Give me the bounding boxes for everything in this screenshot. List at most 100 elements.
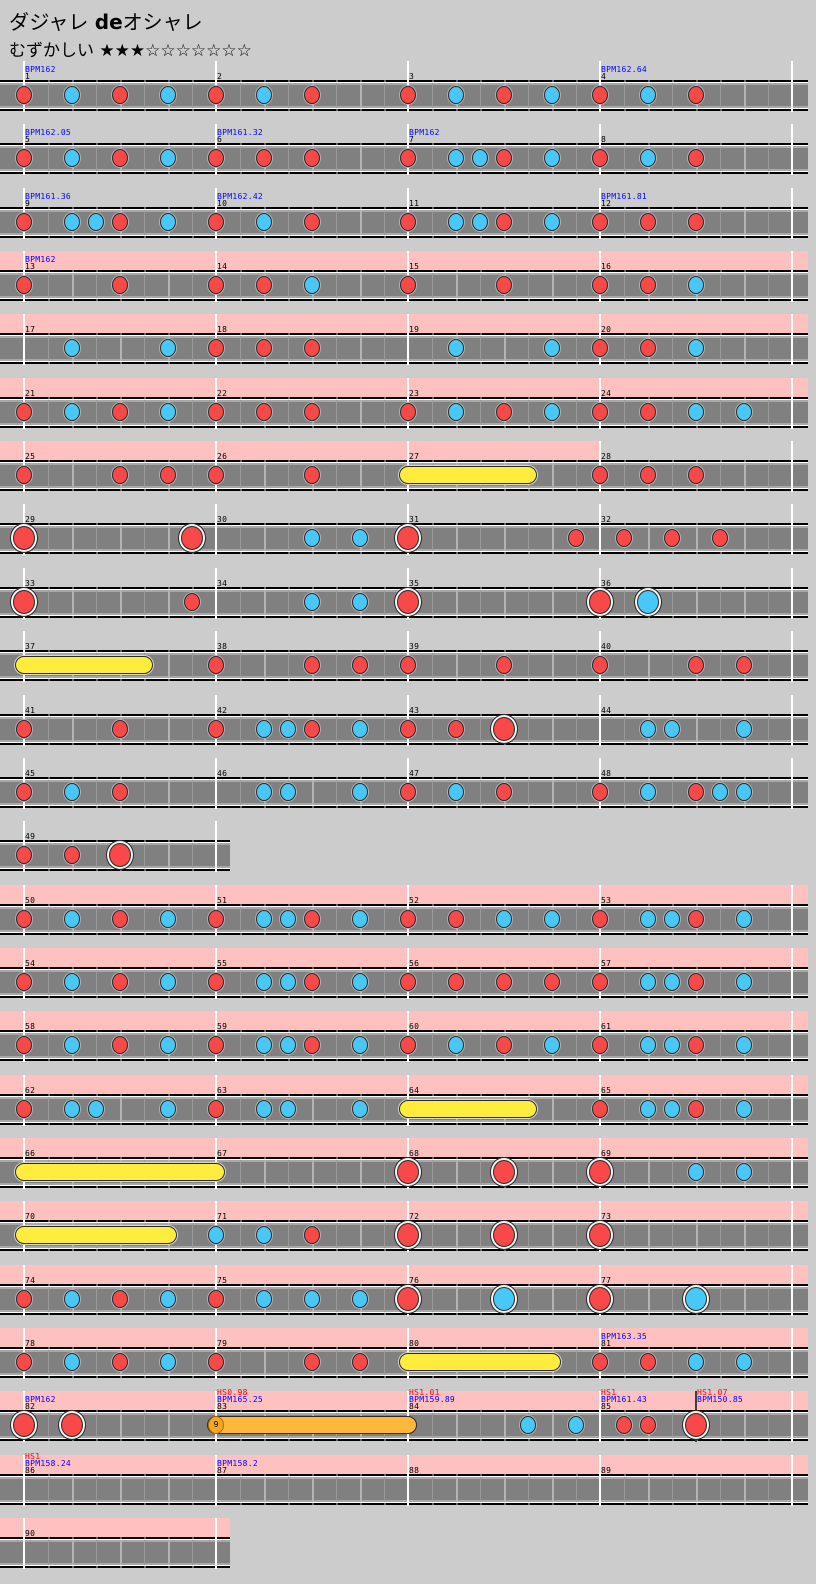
lane-border-top [0, 333, 808, 335]
lane-edge [0, 1413, 808, 1415]
grid-tick [768, 1220, 770, 1222]
don-note [112, 276, 128, 294]
grid-tick [720, 967, 722, 969]
grid-tick [648, 426, 650, 428]
ka-note [64, 1353, 80, 1371]
measure-bar-line [599, 504, 601, 555]
grid-tick [504, 904, 506, 906]
grid-tick [288, 1376, 290, 1378]
grid-tick [192, 1376, 194, 1378]
beat-grid-line [432, 1477, 433, 1502]
beat-grid-line [720, 1097, 721, 1122]
grid-tick [696, 1059, 698, 1061]
lane-border-bottom [0, 1566, 230, 1568]
grid-tick [336, 933, 338, 935]
big-don-note [13, 1413, 35, 1437]
beat-grid-line [384, 1477, 385, 1502]
measure-number: 3 [409, 72, 415, 81]
drumroll [15, 1163, 225, 1181]
grid-tick [720, 80, 722, 82]
beat-grid-line [312, 780, 314, 805]
big-don-note [397, 1160, 419, 1184]
lane-border-top [0, 460, 808, 462]
grid-tick [72, 1474, 74, 1476]
grid-tick [672, 362, 674, 364]
grid-tick [168, 1566, 170, 1568]
lane-edge [0, 970, 808, 972]
grid-tick [168, 1186, 170, 1188]
beat-grid-line [432, 1287, 433, 1312]
grid-tick [96, 1376, 98, 1378]
grid-tick [168, 933, 170, 935]
beat-grid-line [576, 1033, 577, 1058]
grid-tick [312, 587, 314, 589]
measure-bar-line [599, 695, 601, 746]
grid-tick [336, 1376, 338, 1378]
beat-grid-line [96, 83, 97, 108]
beat-grid-line [672, 463, 673, 488]
gogo-band [216, 948, 408, 967]
grid-tick [672, 236, 674, 238]
grid-tick [744, 1410, 746, 1412]
grid-tick [384, 489, 386, 491]
grid-tick [312, 1439, 314, 1441]
beat-grid-line [288, 273, 289, 298]
grid-tick [72, 616, 74, 618]
grid-tick [504, 397, 506, 399]
grid-tick [240, 552, 242, 554]
grid-tick [432, 207, 434, 209]
bpm-label: BPM158.24 [25, 1459, 72, 1468]
gogo-band [0, 378, 216, 397]
grid-tick [768, 1284, 770, 1286]
grid-tick [552, 299, 554, 301]
grid-tick [264, 1220, 266, 1222]
grid-tick [432, 1220, 434, 1222]
grid-tick [72, 1566, 74, 1568]
grid-tick [720, 1313, 722, 1315]
grid-tick [576, 80, 578, 82]
beat-grid-line [480, 273, 481, 298]
beat-grid-line [144, 210, 145, 235]
lane-edge [0, 653, 808, 655]
grid-tick [480, 996, 482, 998]
don-note [496, 656, 512, 674]
beat-grid-line [576, 146, 577, 171]
grid-tick [360, 80, 362, 82]
drumroll [15, 1226, 177, 1244]
ka-note [688, 276, 704, 294]
big-don-note [61, 1413, 83, 1437]
grid-tick [120, 1537, 122, 1539]
lane-border-bottom [0, 1059, 808, 1061]
beat-grid-line [768, 590, 769, 615]
beat-grid-line [552, 273, 554, 298]
grid-tick [528, 714, 530, 716]
grid-tick [696, 1439, 698, 1441]
beat-grid-line [624, 83, 625, 108]
grid-tick [768, 616, 770, 618]
beat-grid-line [144, 590, 145, 615]
grid-tick [648, 552, 650, 554]
don-note [616, 529, 632, 547]
grid-tick [96, 1220, 98, 1222]
grid-tick [384, 523, 386, 525]
grid-tick [576, 1439, 578, 1441]
grid-tick [456, 172, 458, 174]
lane-highlight-bottom [0, 805, 808, 806]
grid-tick [264, 933, 266, 935]
grid-tick [192, 967, 194, 969]
grid-tick [624, 1123, 626, 1125]
grid-tick [120, 587, 122, 589]
beat-grid-line [528, 653, 529, 678]
grid-tick [240, 236, 242, 238]
grid-tick [456, 679, 458, 681]
grid-tick [240, 1376, 242, 1378]
grid-tick [120, 1376, 122, 1378]
lane-border-bottom [0, 1123, 808, 1125]
beat-grid-line [576, 83, 577, 108]
grid-tick [72, 1094, 74, 1096]
beat-grid-line [96, 717, 97, 742]
measure-number: 22 [217, 389, 228, 398]
lane-edge [0, 1500, 808, 1502]
grid-tick [720, 1030, 722, 1032]
gogo-band [408, 885, 600, 904]
